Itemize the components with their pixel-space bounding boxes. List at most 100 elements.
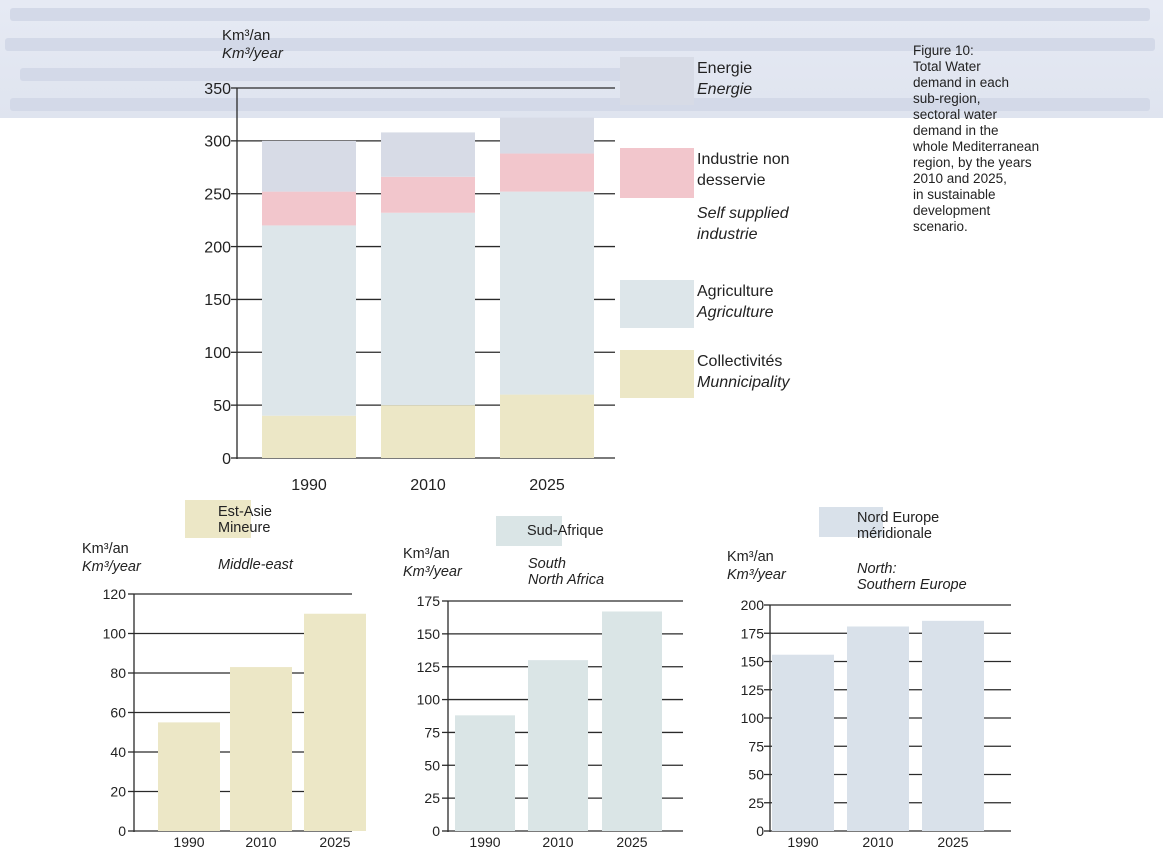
bar-segment-energie <box>500 117 594 154</box>
x-tick-label: 2025 <box>937 834 968 850</box>
y-unit-label-en: Km³/year <box>727 567 787 583</box>
x-tick-label: 1990 <box>173 834 204 850</box>
y-tick-label: 0 <box>222 451 231 468</box>
y-tick-label: 125 <box>417 659 441 675</box>
legend-label-energie: Energie <box>697 60 752 77</box>
y-unit-label-fr: Km³/an <box>403 546 450 562</box>
y-tick-label: 100 <box>417 692 441 708</box>
bar-segment-industrie <box>262 191 356 226</box>
caption-line: sub-region, <box>913 91 981 106</box>
x-tick-label: 2025 <box>319 834 350 850</box>
region-label-fr: Est-Asie <box>218 504 272 520</box>
legend-swatch-est-asie <box>185 500 251 538</box>
caption-line: whole Mediterranean <box>913 139 1040 154</box>
y-tick-label: 75 <box>748 738 764 754</box>
background-text-line <box>5 38 1155 51</box>
y-tick-label: 200 <box>741 597 765 613</box>
x-tick-label: 1990 <box>469 834 500 850</box>
caption-line: scenario. <box>913 219 968 234</box>
bar-segment-agriculture <box>381 212 475 406</box>
x-tick-label: 1990 <box>291 477 327 494</box>
y-tick-label: 250 <box>204 186 231 203</box>
bar <box>304 613 366 831</box>
caption-line: Figure 10: <box>913 43 974 58</box>
legend-swatch-industrie <box>620 148 694 198</box>
y-unit-label-en: Km³/year <box>222 45 284 62</box>
y-tick-label: 175 <box>417 593 441 609</box>
y-tick-label: 300 <box>204 134 231 151</box>
region-label-en: North Africa <box>528 572 604 588</box>
caption-line: sectoral water <box>913 107 998 122</box>
y-tick-label: 50 <box>748 767 764 783</box>
legend-label-energie: Energie <box>697 81 752 98</box>
region-label-en: Southern Europe <box>857 577 967 593</box>
y-tick-label: 50 <box>424 757 440 773</box>
y-tick-label: 100 <box>204 345 231 362</box>
legend-swatch-sud-afrique <box>496 516 562 546</box>
bar-segment-agriculture <box>500 191 594 395</box>
region-label-fr: Mineure <box>218 520 270 536</box>
legend-label-industrie: desservie <box>697 172 766 189</box>
legend-swatch-energie <box>620 57 694 105</box>
caption-line: in sustainable <box>913 187 996 202</box>
region-label-en: Middle-east <box>218 557 294 573</box>
region-label-en: North: <box>857 561 897 577</box>
y-tick-label: 100 <box>103 626 127 642</box>
legend-label-agriculture: Agriculture <box>696 304 774 321</box>
bar-segment-collectivites <box>500 394 594 458</box>
background-text-line <box>10 98 1150 111</box>
legend-label-industrie: Industrie non <box>697 151 790 168</box>
caption-line: development <box>913 203 991 218</box>
y-tick-label: 350 <box>204 81 231 98</box>
bar <box>772 654 834 831</box>
region-label-fr: Nord Europe <box>857 510 939 526</box>
bar <box>922 620 984 831</box>
bar <box>455 715 515 831</box>
bar-segment-industrie <box>500 153 594 192</box>
bar-segment-energie <box>262 140 356 192</box>
legend-swatch-collectivites <box>620 350 694 398</box>
bar <box>158 722 220 831</box>
y-tick-label: 0 <box>432 823 440 839</box>
caption-line: demand in the <box>913 123 999 138</box>
x-tick-label: 2010 <box>542 834 573 850</box>
y-tick-label: 150 <box>417 626 441 642</box>
region-label-fr: Sud-Afrique <box>527 523 604 539</box>
background-text-line <box>10 8 1150 21</box>
bar-segment-energie <box>381 132 475 177</box>
y-tick-label: 75 <box>424 724 440 740</box>
bar-segment-industrie <box>381 176 475 213</box>
figure-caption: Figure 10: Total Water demand in each sub-r… <box>913 43 1073 235</box>
y-tick-label: 175 <box>741 625 765 641</box>
y-unit-label-en: Km³/year <box>82 559 142 575</box>
x-tick-label: 1990 <box>787 834 818 850</box>
legend-label-industrie: Self supplied <box>697 205 790 222</box>
y-tick-label: 80 <box>110 665 126 681</box>
legend-label-agriculture: Agriculture <box>697 283 774 300</box>
y-tick-label: 100 <box>741 710 765 726</box>
bar-segment-collectivites <box>381 405 475 458</box>
bar <box>602 611 662 831</box>
region-label-fr: méridionale <box>857 526 932 542</box>
bar-segment-collectivites <box>262 415 356 458</box>
y-unit-label-en: Km³/year <box>403 564 463 580</box>
y-tick-label: 200 <box>204 239 231 256</box>
caption-line: region, by the years <box>913 155 1032 170</box>
legend-label-industrie: industrie <box>697 226 758 243</box>
y-tick-label: 20 <box>110 784 126 800</box>
x-tick-label: 2025 <box>616 834 647 850</box>
y-tick-label: 150 <box>741 654 765 670</box>
bar <box>847 626 909 831</box>
x-tick-label: 2010 <box>862 834 893 850</box>
caption-line: demand in each <box>913 75 1010 90</box>
y-unit-label-fr: Km³/an <box>222 27 270 44</box>
caption-line: 2010 and 2025, <box>913 171 1007 186</box>
y-tick-label: 150 <box>204 292 231 309</box>
bar-segment-agriculture <box>262 225 356 416</box>
y-unit-label-fr: Km³/an <box>727 549 774 565</box>
y-tick-label: 50 <box>213 398 231 415</box>
y-tick-label: 125 <box>741 682 765 698</box>
y-tick-label: 0 <box>118 823 126 839</box>
x-tick-label: 2010 <box>410 477 446 494</box>
